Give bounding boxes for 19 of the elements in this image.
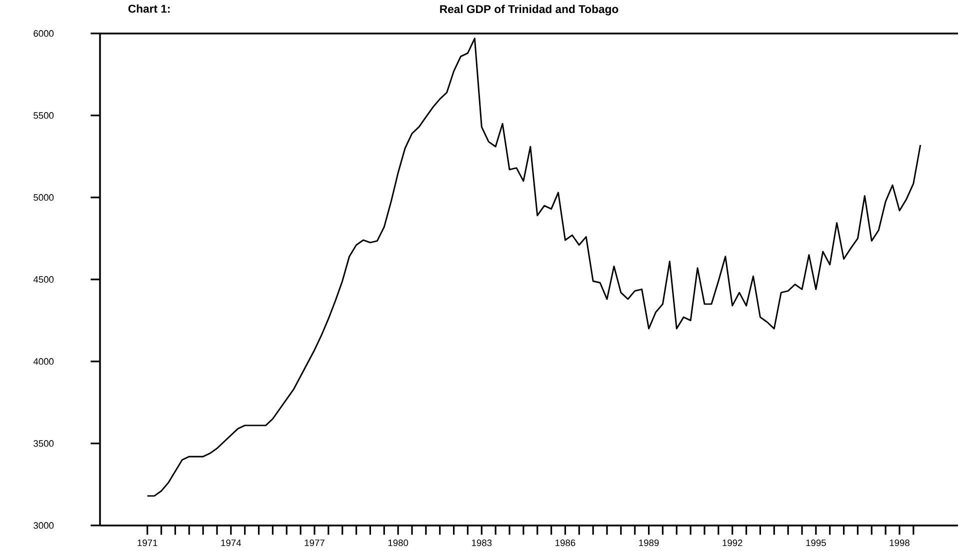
x-tick-label: 1998 — [890, 539, 910, 546]
x-tick-label: 1980 — [388, 539, 408, 546]
x-tick-label: 1983 — [472, 539, 492, 546]
x-tick-label: 1989 — [639, 539, 659, 546]
caption: Chart 1: — [128, 4, 170, 13]
x-tick-label: 1974 — [221, 539, 242, 546]
chart-title: Real GDP of Trinidad and Tobago — [440, 4, 618, 16]
y-tick-label: 3000 — [34, 522, 54, 529]
x-tick-label: 1986 — [556, 539, 576, 546]
y-tick-label: 4000 — [33, 358, 54, 365]
y-tick-label: 3500 — [34, 440, 54, 447]
x-tick-label: 1992 — [722, 539, 742, 546]
y-tick-label: 5000 — [34, 194, 54, 201]
x-tick-label: 1995 — [806, 539, 826, 546]
y-tick-label: 4500 — [33, 276, 54, 283]
y-tick-label: 6000 — [34, 30, 54, 37]
x-tick-label: 1971 — [138, 539, 158, 546]
y-tick-label: 5500 — [34, 112, 54, 119]
x-tick-label: 1977 — [304, 539, 324, 546]
